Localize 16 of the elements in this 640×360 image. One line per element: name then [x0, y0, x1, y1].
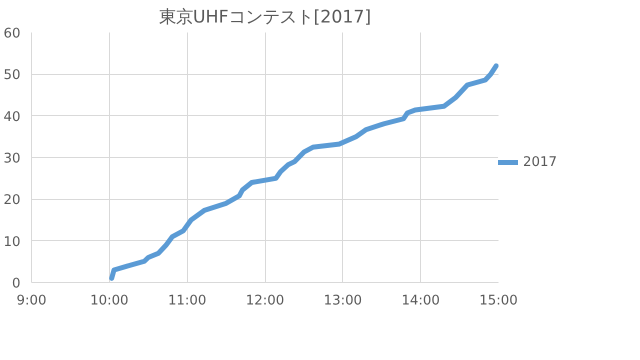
x-tick-label: 11:00: [168, 294, 206, 308]
x-tick-label: 15:00: [479, 294, 518, 308]
x-tick-label: 14:00: [401, 294, 440, 308]
x-tick-label: 10:00: [90, 294, 129, 308]
y-tick-label: 30: [4, 152, 21, 166]
y-tick-label: 0: [12, 276, 21, 292]
y-tick-label: 50: [4, 68, 21, 84]
y-tick-label: 60: [4, 26, 21, 42]
chart-title: 東京UHFコンテスト[2017]: [158, 8, 372, 28]
y-tick-label: 20: [4, 193, 21, 208]
y-tick-label: 40: [4, 110, 21, 125]
x-tick-label: 9:00: [16, 294, 46, 308]
x-tick-label: 12:00: [246, 294, 284, 308]
legend-label: 2017: [523, 154, 557, 170]
x-tick-label: 13:00: [324, 294, 362, 308]
y-tick-label: 10: [4, 234, 21, 250]
